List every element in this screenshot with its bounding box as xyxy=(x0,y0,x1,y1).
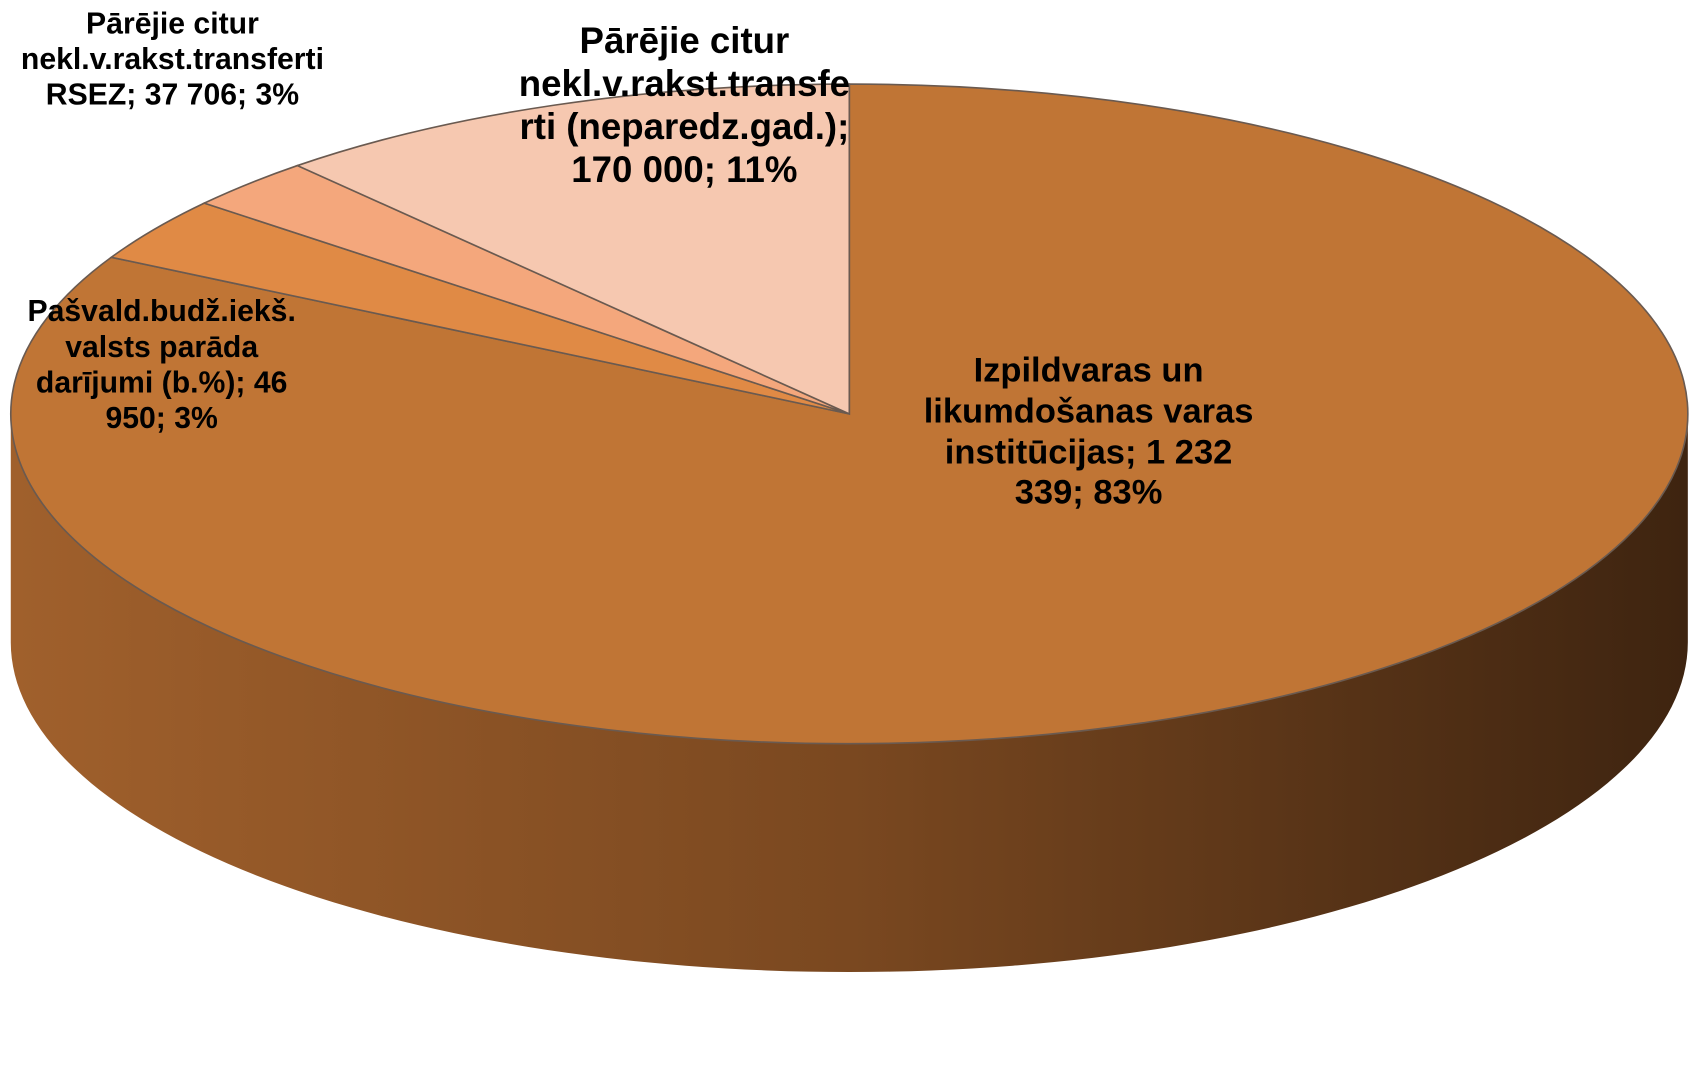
label-part: Izpildvaras un likumdošanas varas instit… xyxy=(923,350,1254,471)
label-part: 46 950 xyxy=(105,365,288,435)
label-part: ; xyxy=(1072,472,1094,512)
label-part: ; xyxy=(237,77,256,112)
pie-slice xyxy=(295,83,851,416)
label-part: 37 706 xyxy=(144,77,238,112)
label-part: 3% xyxy=(174,401,218,435)
label-part: ; xyxy=(703,150,727,192)
label-part: ; xyxy=(235,365,254,399)
label-part: Pārējie citur nekl.v.rakst.transferti RS… xyxy=(20,6,324,112)
pie-side xyxy=(10,413,1688,973)
label-part: 3% xyxy=(255,77,300,112)
label-part: Pārējie citur nekl.v.rakst.transferti (n… xyxy=(518,20,851,148)
label-part: ; xyxy=(837,106,850,148)
data-label: Izpildvaras un likumdošanas varas instit… xyxy=(911,350,1267,513)
label-part: ; xyxy=(155,401,175,435)
label-part: 170 000 xyxy=(571,150,704,192)
label-part: ; xyxy=(126,77,145,112)
label-part: 83% xyxy=(1093,472,1163,512)
label-part: 11% xyxy=(726,150,798,192)
label-part: 1 232 339 xyxy=(1014,431,1233,512)
data-label: Pārējie citur nekl.v.rakst.transferti RS… xyxy=(11,5,334,112)
data-label: Pārējie citur nekl.v.rakst.transferti (n… xyxy=(512,19,857,192)
data-label: Pašvald.budž.iekš. valsts parāda darījum… xyxy=(5,293,318,435)
label-part: Pašvald.budž.iekš. valsts parāda darījum… xyxy=(27,294,296,399)
label-part: ; xyxy=(1124,431,1147,471)
